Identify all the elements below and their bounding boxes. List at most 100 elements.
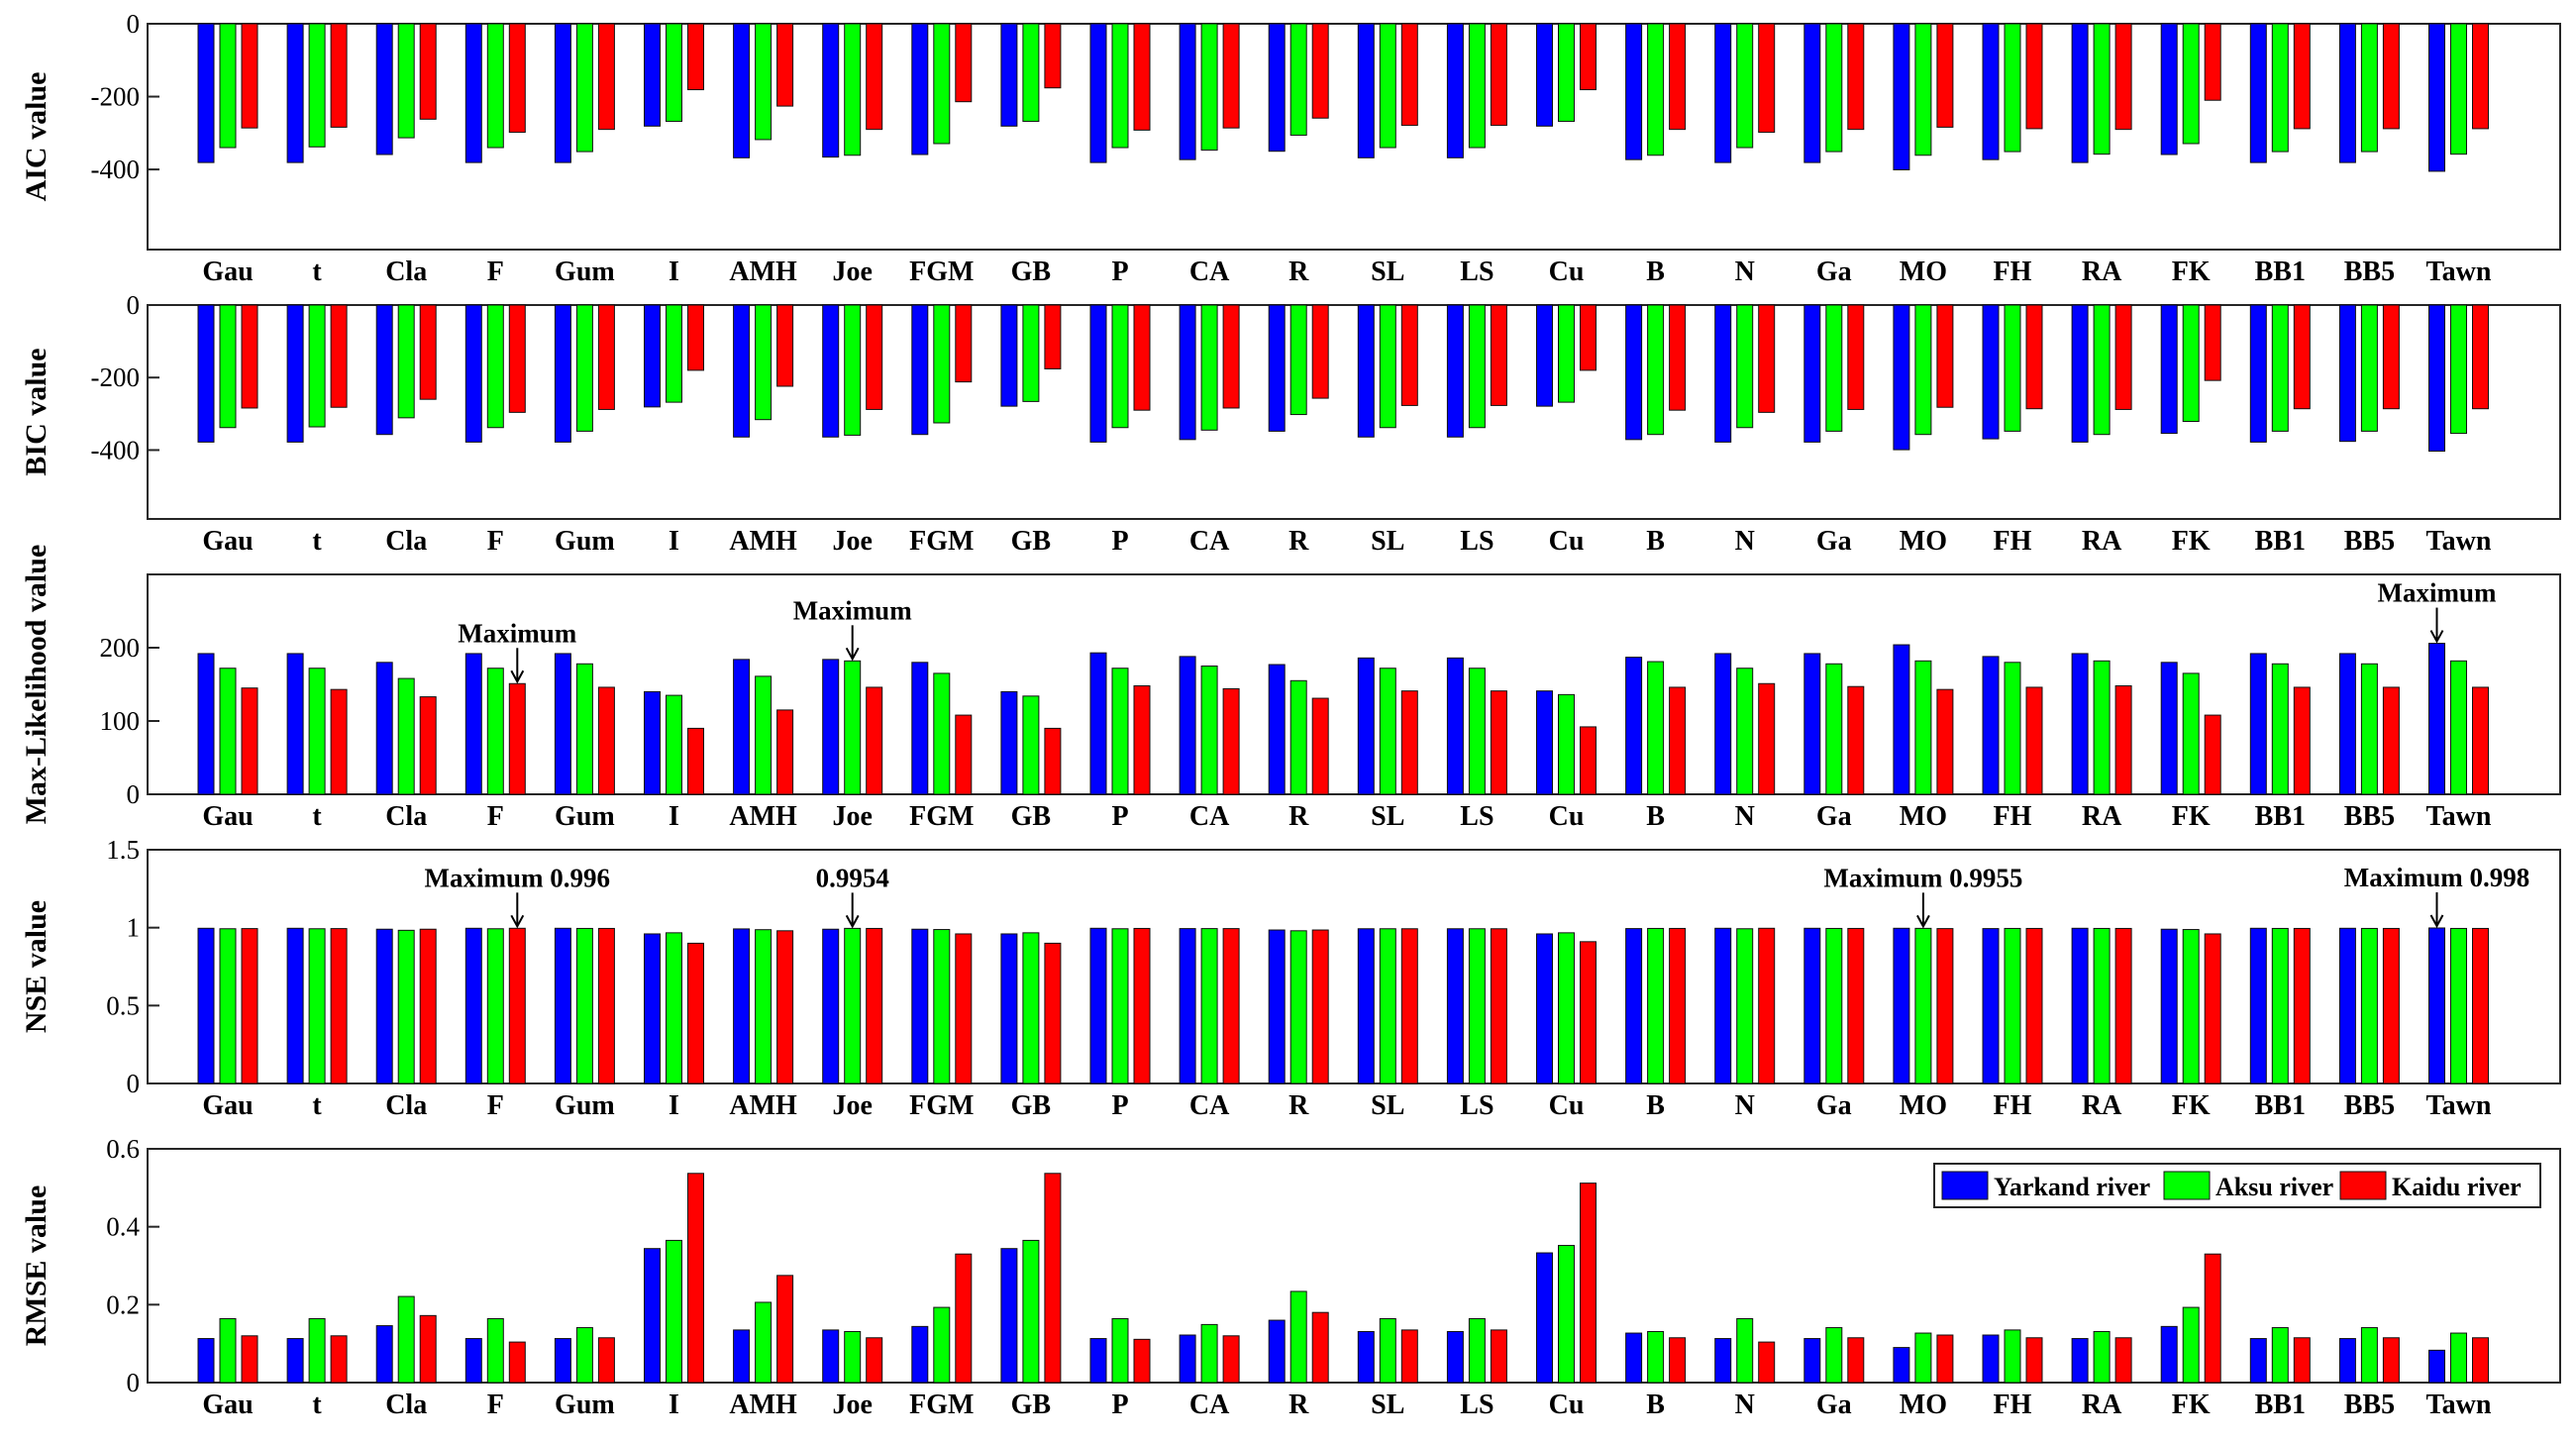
bar-cla-series-2: [397, 677, 415, 795]
bar-gb-series-2: [1022, 1239, 1040, 1384]
bar-p-series-3: [1133, 927, 1151, 1084]
x-tick-label: BB5: [2344, 1390, 2395, 1420]
bar-i-series-3: [687, 727, 704, 795]
bar-i-series-3: [687, 304, 704, 371]
bar-fgm-series-3: [955, 714, 973, 795]
bar-fh-series-2: [2004, 23, 2021, 153]
bar-sl-series-3: [1400, 690, 1418, 795]
panel-1: 0 -200 -400 AIC value Gau t Cla F Gum I AMH Joe FGM G…: [20, 9, 2561, 287]
panel-frame: [147, 849, 2561, 1084]
bar-ra-series-1: [2071, 653, 2089, 795]
bar-fgm-series-1: [911, 304, 929, 436]
bar-mo-series-3: [1936, 304, 1954, 408]
bar-ls-series-2: [1468, 668, 1486, 795]
bar-f-series-2: [486, 928, 504, 1084]
bar-b-series-3: [1669, 304, 1687, 411]
bar-mo-series-1: [1893, 644, 1910, 795]
bar-ls-series-1: [1446, 1330, 1464, 1384]
x-tick-label: P: [1111, 526, 1128, 557]
bar-gau-series-3: [241, 1335, 258, 1384]
x-tick-label: CA: [1189, 257, 1230, 287]
bar-bb1-series-3: [2293, 927, 2311, 1084]
bar-gum-series-3: [597, 1337, 615, 1384]
bar-ra-series-2: [2093, 1330, 2111, 1384]
bar-f-series-1: [464, 304, 482, 443]
bar-b-series-2: [1647, 927, 1665, 1084]
x-tick-label: Gau: [202, 1390, 253, 1420]
x-tick-label: BB1: [2255, 801, 2306, 832]
bar-b-series-2: [1647, 23, 1665, 156]
bar-ra-series-3: [2114, 1337, 2132, 1384]
x-tick-label: Cla: [385, 1090, 427, 1121]
bar-r-series-1: [1268, 23, 1286, 153]
x-tick-label: SL: [1371, 1390, 1404, 1420]
bar-n-series-3: [1758, 927, 1776, 1084]
bar-amh-series-3: [776, 930, 794, 1084]
bar-b-series-3: [1669, 927, 1687, 1084]
bar-gum-series-3: [597, 304, 615, 410]
bar-fh-series-1: [1982, 304, 2000, 440]
bar-bb5-series-2: [2360, 927, 2378, 1084]
x-tick-label: LS: [1460, 1090, 1494, 1121]
x-tick-label: FGM: [909, 1390, 974, 1420]
bar-ga-series-1: [1803, 1338, 1821, 1384]
bar-fk-series-3: [2204, 1253, 2221, 1384]
bar-t-series-1: [286, 927, 304, 1084]
bar-bb1-series-2: [2271, 304, 2289, 432]
bar-cu-series-2: [1558, 304, 1575, 403]
bar-i-series-1: [644, 23, 661, 127]
bar-amh-series-2: [755, 304, 773, 421]
bar-ls-series-2: [1468, 304, 1486, 429]
bar-ls-series-3: [1490, 1329, 1507, 1384]
x-tick-label: Cla: [385, 257, 427, 287]
bar-r-series-3: [1311, 697, 1329, 795]
bar-joe-series-1: [822, 659, 840, 795]
bar-t-series-3: [330, 1335, 348, 1384]
bar-mo-series-3: [1936, 688, 1954, 795]
bar-fh-series-3: [2025, 927, 2043, 1084]
bar-gum-series-2: [575, 23, 593, 153]
bar-fh-series-2: [2004, 304, 2021, 432]
bar-bb1-series-2: [2271, 927, 2289, 1084]
annotation-label: Maximum: [793, 595, 912, 625]
x-tick-label: Cu: [1549, 1090, 1585, 1121]
x-tick-label: Gau: [202, 801, 253, 832]
annotation-label: Maximum 0.998: [2344, 863, 2529, 892]
x-tick-label: SL: [1371, 257, 1404, 287]
bar-r-series-2: [1289, 679, 1307, 795]
bar-p-series-3: [1133, 684, 1151, 795]
bar-bb1-series-1: [2249, 927, 2267, 1084]
bar-ra-series-2: [2093, 927, 2111, 1084]
bar-b-series-1: [1625, 928, 1643, 1084]
panel-5: 0 0.2 0.4 0.6 RMSE value Gau t Cla F Gum I AMH Joe FG…: [20, 1134, 2561, 1420]
bar-fh-series-3: [2025, 23, 2043, 130]
bar-gau-series-1: [197, 1338, 215, 1384]
x-tick-label: GB: [1011, 257, 1051, 287]
x-tick-label: BB1: [2255, 1090, 2306, 1121]
bar-fk-series-3: [2204, 714, 2221, 795]
bar-gum-series-2: [575, 1327, 593, 1384]
x-tick-label: SL: [1371, 801, 1404, 832]
x-tick-label: N: [1735, 257, 1755, 287]
bar-mo-series-3: [1936, 23, 1954, 128]
annotation-arrowhead: [1916, 914, 1930, 929]
bar-amh-series-2: [755, 1301, 773, 1384]
x-tick-label: R: [1288, 1390, 1309, 1420]
x-tick-label: Joe: [832, 257, 872, 287]
bar-cla-series-2: [397, 1295, 415, 1384]
bar-t-series-1: [286, 1338, 304, 1384]
x-tick-label: N: [1735, 801, 1755, 832]
bar-joe-series-3: [866, 686, 883, 795]
bar-ls-series-1: [1446, 23, 1464, 158]
y-tick-label: 100: [100, 706, 141, 736]
bar-ls-series-2: [1468, 928, 1486, 1084]
bar-tawn-series-3: [2472, 23, 2489, 130]
x-tick-label: I: [669, 1390, 679, 1420]
bar-fh-series-1: [1982, 656, 2000, 795]
x-tick-label: MO: [1900, 257, 1947, 287]
x-tick-label: RA: [2082, 1390, 2122, 1420]
bar-gum-series-3: [597, 23, 615, 131]
annotation-arrowhead: [2429, 630, 2444, 644]
bar-bb1-series-1: [2249, 1338, 2267, 1384]
